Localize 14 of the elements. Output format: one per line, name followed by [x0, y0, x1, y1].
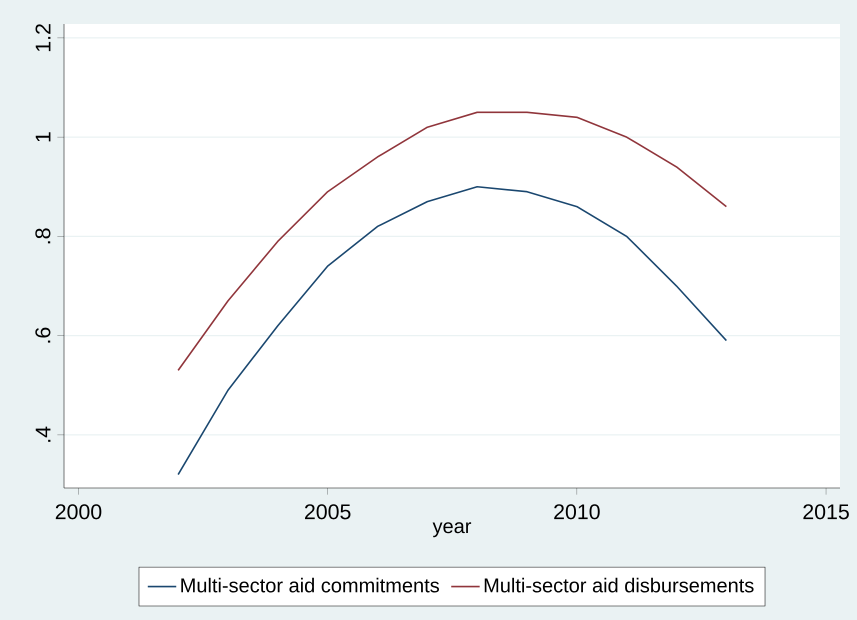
y-tick-label: .4 [36, 426, 50, 442]
x-tick-label: 2010 [554, 504, 600, 520]
line-series [177, 186, 728, 476]
line-series [177, 112, 728, 372]
y-tick-label: .6 [35, 328, 50, 343]
legend-label: Multi-sector aid disbursements [484, 578, 754, 592]
x-axis-title: year [432, 522, 472, 538]
x-tick-label: 2000 [56, 504, 102, 520]
y-tick-label: 1.2 [36, 24, 50, 52]
y-tick-label: .8 [35, 228, 50, 244]
legend-label: Multi-sector aid commitments [181, 578, 439, 592]
x-tick-label: 2005 [304, 504, 350, 520]
y-tick-label: 1 [36, 132, 50, 142]
x-tick-label: 2015 [803, 504, 849, 520]
